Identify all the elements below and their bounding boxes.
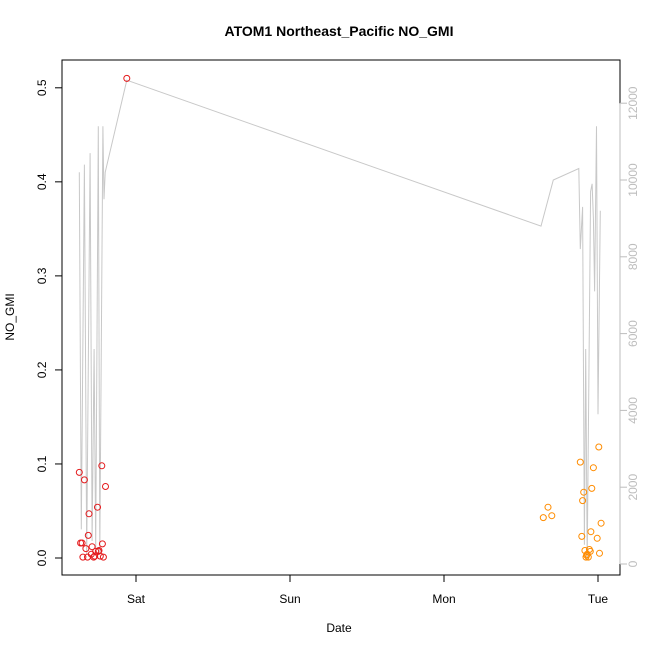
y-tick-label: 0.5	[35, 79, 49, 96]
altitude-line	[78, 79, 601, 561]
x-tick-label: Sat	[127, 592, 146, 606]
data-point	[593, 534, 601, 542]
plot-box	[61, 59, 621, 576]
data-point	[587, 528, 595, 536]
x-tick-label: Sun	[279, 592, 300, 606]
data-point	[578, 532, 586, 540]
data-point	[586, 547, 594, 555]
data-point	[595, 443, 603, 451]
data-point	[88, 543, 96, 551]
data-point	[84, 531, 92, 539]
data-point	[75, 468, 83, 476]
data-point	[92, 547, 100, 555]
data-point	[539, 514, 547, 522]
data-point	[96, 552, 104, 560]
data-point	[576, 458, 584, 466]
data-point	[102, 483, 109, 490]
altitude-line-layer	[78, 79, 601, 561]
data-point	[79, 553, 87, 561]
data-point	[588, 484, 596, 492]
y-tick-label: 0.1	[35, 455, 49, 472]
data-point	[94, 503, 101, 511]
data-point	[548, 512, 556, 520]
data-point	[94, 547, 102, 555]
chart-title: ATOM1 Northeast_Pacific NO_GMI	[225, 23, 454, 39]
y-tick-label: 0.3	[35, 267, 49, 284]
x-axis-label: Date	[326, 621, 352, 635]
y2-tick-label: 8000	[626, 243, 640, 270]
data-point	[78, 539, 86, 547]
y2-tick-label: 12000	[626, 86, 640, 120]
data-point	[123, 74, 131, 82]
data-point	[579, 497, 587, 505]
y2-tick-label: 4000	[626, 397, 640, 424]
data-point	[589, 464, 597, 472]
data-point	[544, 503, 552, 511]
y2-tick-label: 10000	[626, 163, 640, 197]
points-layer	[75, 74, 605, 561]
y-tick-label: 0.2	[35, 361, 49, 378]
y2-tick-label: 2000	[626, 474, 640, 501]
x-tick-label: Mon	[432, 592, 455, 606]
y2-tick-label: 6000	[626, 320, 640, 347]
data-point	[99, 553, 107, 561]
data-point	[597, 519, 605, 527]
y-tick-label: 0.0	[35, 549, 49, 566]
data-point	[596, 549, 603, 557]
data-point	[580, 488, 588, 496]
axes-layer: Sat Sun Mon Tue 0.0 0.1 0.2 0.3 0.4 0.5 0 2000 4000 6…	[35, 79, 640, 606]
data-point	[80, 476, 88, 484]
data-point	[98, 462, 106, 470]
y2-tick-label: 0	[626, 560, 640, 567]
x-tick-label: Tue	[588, 592, 609, 606]
data-point	[98, 540, 106, 548]
data-point	[85, 510, 93, 518]
y-tick-label: 0.4	[35, 173, 49, 190]
data-point	[82, 545, 90, 553]
y-axis-label: NO_GMI	[3, 293, 17, 340]
